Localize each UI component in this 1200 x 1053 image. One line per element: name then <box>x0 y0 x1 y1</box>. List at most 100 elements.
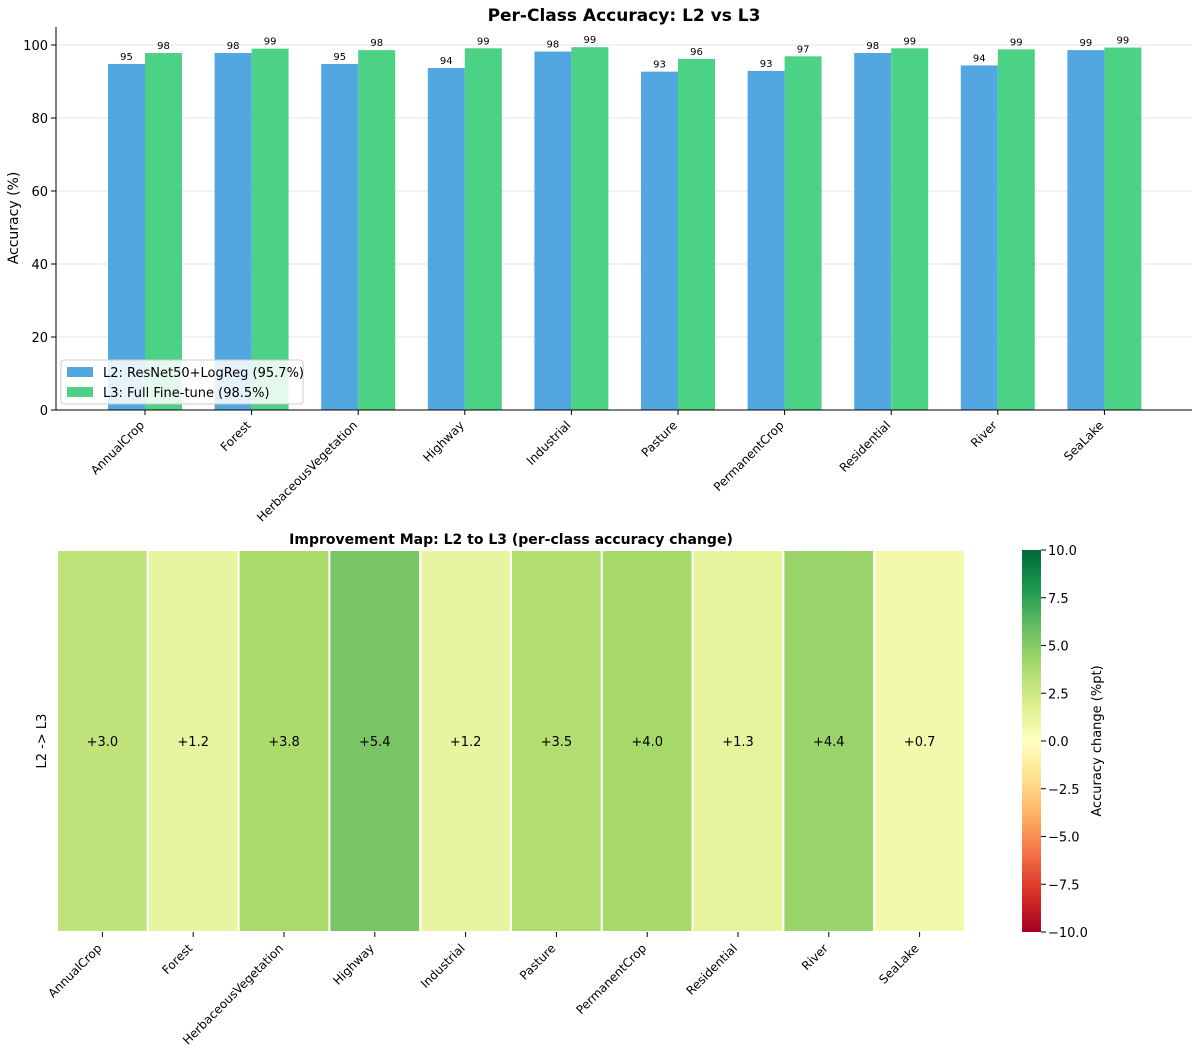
y-tick-label: 60 <box>31 185 48 200</box>
bar-l2 <box>641 71 678 411</box>
bar-value-label: 98 <box>370 38 383 49</box>
colorbar-tick-label: 5.0 <box>1048 640 1069 655</box>
x-tick-label: AnnualCrop <box>88 418 147 477</box>
legend-label: L2: ResNet50+LogReg (95.7%) <box>103 366 304 381</box>
x-tick-label: Forest <box>159 941 195 977</box>
heatmap-annotation: +5.4 <box>359 735 391 750</box>
heatmap-annotation: +0.7 <box>904 735 936 750</box>
bar-value-label: 97 <box>797 44 810 55</box>
x-tick-label: SeaLake <box>876 941 921 986</box>
heatmap-annotation: +3.8 <box>268 735 300 750</box>
heatmap-annotation: +3.5 <box>541 735 573 750</box>
x-tick-label: PermanentCrop <box>573 941 649 1017</box>
bar-value-label: 99 <box>477 36 490 47</box>
bar-l2 <box>214 53 252 410</box>
bar-value-label: 95 <box>333 52 346 63</box>
bar-value-label: 98 <box>157 41 170 52</box>
bar-value-label: 99 <box>264 37 277 48</box>
x-tick-label: Highway <box>420 418 467 465</box>
y-tick-label: 40 <box>31 258 48 273</box>
colorbar-tick-label: −5.0 <box>1048 831 1080 846</box>
heatmap-cell <box>691 549 785 933</box>
heatmap-cell <box>873 549 967 933</box>
colorbar-tick-label: −2.5 <box>1048 783 1080 798</box>
bar-l3 <box>891 48 929 410</box>
bar-l2 <box>534 51 572 410</box>
bar-value-label: 98 <box>866 41 879 52</box>
x-tick-label: HerbaceousVegetation <box>254 418 360 524</box>
y-axis-label: Accuracy (%) <box>6 172 22 265</box>
y-tick-label: 100 <box>23 39 48 54</box>
bar-value-label: 94 <box>440 56 453 67</box>
bar-l3 <box>251 48 289 411</box>
bar-l3 <box>678 58 715 411</box>
legend-swatch <box>67 367 93 377</box>
bar-value-label: 93 <box>653 60 666 71</box>
heatmap-title: Improvement Map: L2 to L3 (per-class acc… <box>289 532 733 548</box>
legend-swatch <box>67 387 93 397</box>
bar-value-label: 99 <box>1080 38 1093 49</box>
bar-l2 <box>854 53 892 410</box>
colorbar-label: Accuracy change (%pt) <box>1090 665 1105 816</box>
x-tick-label: PermanentCrop <box>711 418 787 494</box>
bar-l3 <box>358 50 396 411</box>
bar-l2 <box>1067 50 1105 411</box>
bar-l2 <box>747 70 785 410</box>
x-tick-label: Industrial <box>418 941 468 991</box>
x-tick-label: River <box>968 418 1000 450</box>
x-tick-label: Industrial <box>524 418 574 468</box>
bar-value-label: 99 <box>584 35 597 46</box>
bar-value-label: 95 <box>120 52 133 63</box>
bar-l3 <box>997 49 1035 410</box>
bar-l3 <box>784 56 822 410</box>
x-tick-label: Residential <box>837 418 894 475</box>
colorbar-tick-label: −10.0 <box>1048 926 1088 941</box>
bar-value-label: 99 <box>1010 37 1023 48</box>
heatmap-annotation: +3.0 <box>87 735 119 750</box>
heatmap-cell <box>600 549 694 933</box>
x-tick-label: Pasture <box>517 941 558 982</box>
bar-l2 <box>427 67 465 411</box>
bar-value-label: 99 <box>903 36 916 47</box>
x-tick-label: Residential <box>683 941 740 998</box>
colorbar-tick-label: 0.0 <box>1048 735 1069 750</box>
bar-value-label: 98 <box>227 41 240 52</box>
x-tick-label: Pasture <box>639 418 680 459</box>
bar-value-label: 98 <box>547 40 560 51</box>
legend-label: L3: Full Fine-tune (98.5%) <box>103 386 270 401</box>
colorbar-tick-label: 2.5 <box>1048 687 1069 702</box>
heatmap-cell <box>146 549 240 933</box>
x-tick-label: SeaLake <box>1061 418 1106 463</box>
y-tick-label: 0 <box>40 404 48 419</box>
x-tick-label: AnnualCrop <box>45 941 104 1000</box>
colorbar-tick-label: 7.5 <box>1048 592 1069 607</box>
y-tick-label: 20 <box>31 331 48 346</box>
bar-value-label: 96 <box>690 47 703 58</box>
colorbar-tick-label: 10.0 <box>1048 544 1077 559</box>
heatmap-cell <box>328 549 422 933</box>
heatmap-y-label: L2 -> L3 <box>35 714 50 769</box>
heatmap-annotation: +1.3 <box>722 735 754 750</box>
legend-box <box>60 359 304 405</box>
heatmap-annotation: +4.4 <box>813 735 845 750</box>
bar-value-label: 99 <box>1117 36 1130 47</box>
bar-l2 <box>321 63 359 410</box>
x-tick-label: River <box>799 941 831 973</box>
y-tick-label: 80 <box>31 112 48 127</box>
bar-value-label: 93 <box>760 59 773 70</box>
heatmap-cell <box>419 549 513 933</box>
x-tick-label: Forest <box>218 418 254 454</box>
colorbar <box>1022 550 1041 932</box>
x-tick-label: Highway <box>330 941 377 988</box>
bar-value-label: 94 <box>973 53 986 64</box>
heatmap-annotation: +1.2 <box>450 735 482 750</box>
heatmap-annotation: +1.2 <box>177 735 209 750</box>
bar-l2 <box>960 65 998 410</box>
x-tick-label: HerbaceousVegetation <box>180 941 286 1047</box>
colorbar-tick-label: −7.5 <box>1048 878 1080 893</box>
legend: L2: ResNet50+LogReg (95.7%) L3: Full Fine… <box>60 359 304 405</box>
bar-l2 <box>108 63 145 410</box>
bar-l3 <box>1104 47 1142 411</box>
